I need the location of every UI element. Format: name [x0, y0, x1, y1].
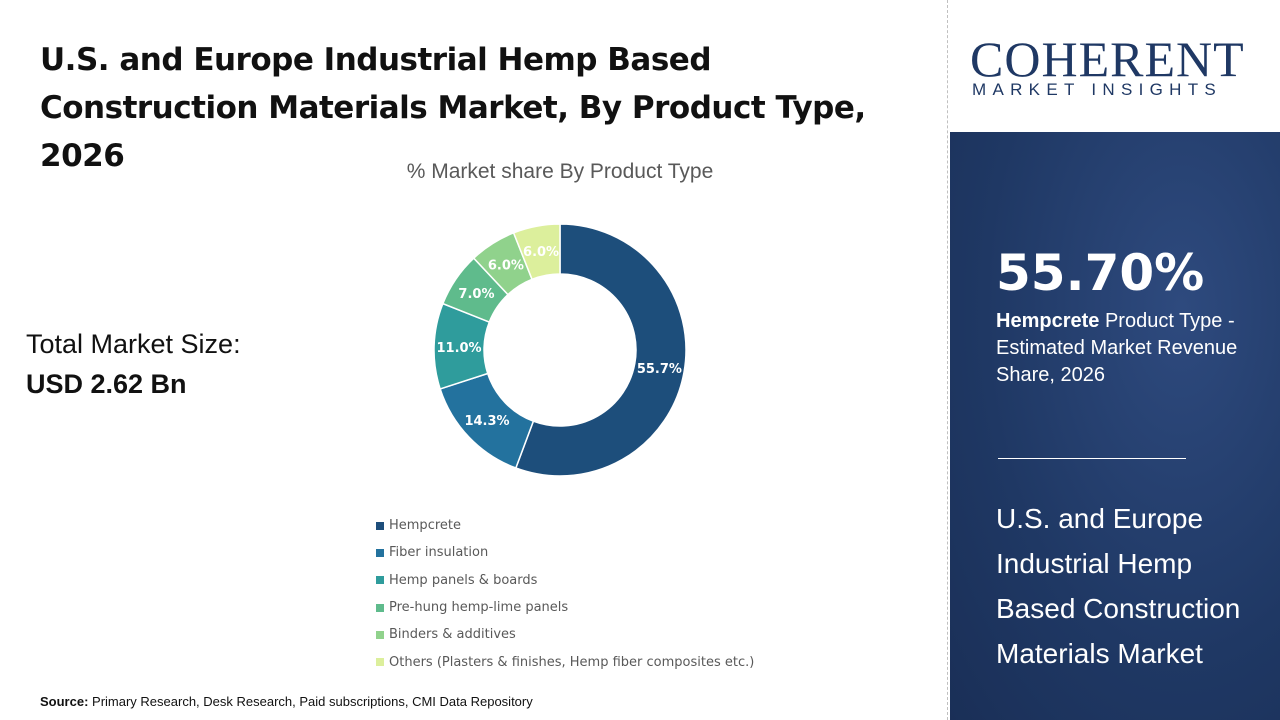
legend-label: Hemp panels & boards: [389, 572, 538, 588]
total-label: Total Market Size:: [26, 329, 241, 359]
legend-swatch: [376, 603, 384, 612]
legend-label: Hempcrete: [389, 518, 461, 534]
legend-label: Binders & additives: [389, 627, 516, 643]
logo-tagline: MARKET INSIGHTS: [972, 80, 1223, 99]
legend-label: Others (Plasters & finishes, Hemp fiber …: [389, 654, 755, 670]
logo: COHERENT MARKET INSIGHTS: [950, 0, 1280, 132]
highlight-desc-text: Product Type - Estimated Market Revenue …: [996, 310, 1238, 386]
total-value: USD 2.62 Bn: [26, 369, 187, 399]
legend-item: Binders & additives: [376, 621, 754, 648]
legend-item: Hemp panels & boards: [376, 567, 754, 594]
source-label: Source:: [40, 694, 89, 709]
highlight-percent: 55.70%: [996, 244, 1205, 302]
data-label: 6.0%: [488, 259, 524, 274]
legend-item: Others (Plasters & finishes, Hemp fiber …: [376, 648, 754, 675]
divider: [947, 0, 948, 720]
source-text: Primary Research, Desk Research, Paid su…: [92, 694, 533, 709]
source-note: Source: Primary Research, Desk Research,…: [40, 694, 533, 709]
donut-chart: 55.7% 14.3% 11.0% 7.0% 6.0%6.0%: [433, 223, 687, 477]
data-label: 11.0%: [436, 341, 481, 356]
legend-swatch: [376, 658, 384, 667]
legend-swatch: [376, 521, 384, 530]
chart-legend: Hempcrete Fiber insulation Hemp panels & b…: [376, 512, 754, 676]
legend-swatch: [376, 630, 384, 639]
legend-label: Fiber insulation: [389, 545, 489, 561]
legend-item: Fiber insulation: [376, 539, 754, 566]
highlight-segment: Hempcrete: [996, 310, 1100, 332]
legend-swatch: [376, 576, 384, 585]
data-label: 6.0%: [523, 245, 559, 260]
data-label: 14.3%: [464, 414, 509, 429]
highlight-description: Hempcrete Product Type - Estimated Marke…: [996, 308, 1266, 389]
data-label: 55.7%: [637, 362, 682, 377]
legend-swatch: [376, 548, 384, 557]
data-label: 7.0%: [458, 287, 494, 302]
legend-item: Hempcrete: [376, 512, 754, 539]
donut-slice: [514, 223, 687, 477]
highlight-panel: 55.70% Hempcrete Product Type - Estimate…: [950, 132, 1280, 720]
logo-name: COHERENT: [970, 31, 1245, 87]
chart-title: % Market share By Product Type: [406, 160, 714, 183]
legend-item: Pre-hung hemp-lime panels: [376, 594, 754, 621]
legend-label: Pre-hung hemp-lime panels: [389, 600, 569, 616]
total-market-size: Total Market Size: USD 2.62 Bn: [26, 324, 241, 404]
market-name: U.S. and Europe Industrial Hemp Based Co…: [996, 503, 1241, 669]
panel-divider: [998, 458, 1186, 459]
page-title: U.S. and Europe Industrial Hemp Based Co…: [40, 42, 866, 174]
donut-slice: [512, 223, 561, 281]
